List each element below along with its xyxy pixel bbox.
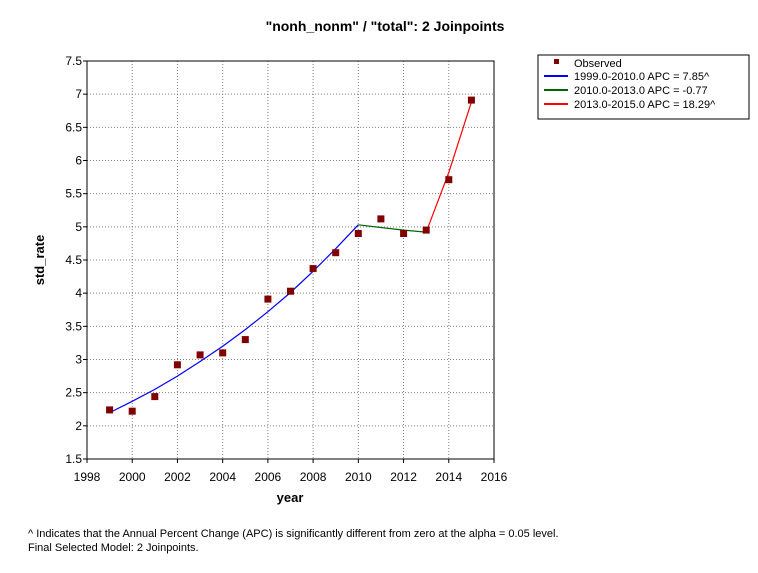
observed-point: [241, 336, 249, 344]
x-tick-label: 2008: [300, 470, 327, 484]
observed-point: [332, 249, 340, 257]
regression-line-3: [425, 101, 472, 233]
chart-title: "nonh_nonm" / "total": 2 Joinpoints: [266, 18, 505, 34]
x-tick-label: 2002: [164, 470, 191, 484]
y-tick-label: 5.5: [65, 187, 82, 201]
observed-point: [287, 287, 294, 295]
observed-point: [219, 349, 227, 357]
observed-point: [309, 265, 317, 273]
observed-point: [151, 393, 159, 401]
footnote-final-model: Final Selected Model: 2 Joinpoints.: [28, 542, 199, 554]
y-tick-label: 1.5: [65, 452, 82, 466]
y-tick-label: 4: [75, 286, 82, 300]
x-axis-title: year: [277, 490, 304, 505]
legend-box: [537, 54, 750, 120]
legend-observed-label: Observed: [574, 58, 622, 70]
observed-point: [467, 96, 475, 104]
y-tick-label: 3: [75, 353, 82, 367]
observed-point: [106, 406, 114, 414]
y-tick-label: 3.5: [65, 319, 82, 333]
x-tick-label: 2012: [390, 470, 417, 484]
observed-point: [128, 407, 136, 415]
x-tick-label: 2014: [435, 470, 462, 484]
regression-line-2: [358, 224, 427, 233]
y-tick-label: 7.5: [65, 54, 82, 68]
observed-point: [264, 295, 272, 303]
y-tick-label: 5: [75, 220, 82, 234]
x-tick-label: 1998: [74, 470, 101, 484]
y-axis-title: std_rate: [32, 235, 47, 286]
observed-point: [400, 230, 408, 237]
observed-point: [377, 215, 385, 223]
observed-point: [354, 230, 362, 237]
x-tick-label: 2016: [481, 470, 508, 484]
observed-point: [422, 226, 430, 234]
regression-lines: [109, 101, 472, 414]
legend: Observed 1999.0-2010.0 APC = 7.85^ 2010.…: [537, 54, 750, 120]
x-tick-label: 2010: [345, 470, 372, 484]
legend-series-2-label: 2010.0-2013.0 APC = -0.77: [574, 85, 708, 97]
y-tick-label: 6: [75, 154, 82, 168]
axis-ticks: 1998 2000 2002 2004 2006 2008 2010 2012 2014 2016…: [65, 54, 507, 484]
observed-point: [445, 176, 453, 184]
observed-point: [196, 351, 204, 359]
legend-observed-marker: [554, 59, 559, 64]
x-tick-label: 2004: [209, 470, 236, 484]
legend-series-1-label: 1999.0-2010.0 APC = 7.85^: [574, 71, 710, 83]
x-tick-label: 2000: [119, 470, 146, 484]
grid: [87, 61, 494, 459]
observed-points: [106, 96, 475, 415]
regression-line-1: [109, 224, 359, 414]
observed-point: [173, 361, 181, 369]
y-tick-label: 4.5: [65, 253, 82, 267]
legend-series-3-label: 2013.0-2015.0 APC = 18.29^: [574, 99, 716, 111]
y-tick-label: 7: [75, 87, 82, 101]
footnote-apc-note: ^ Indicates that the Annual Percent Chan…: [28, 528, 559, 540]
x-tick-label: 2006: [255, 470, 282, 484]
y-tick-label: 6.5: [65, 120, 82, 134]
y-tick-label: 2: [75, 419, 82, 433]
y-tick-label: 2.5: [65, 386, 82, 400]
